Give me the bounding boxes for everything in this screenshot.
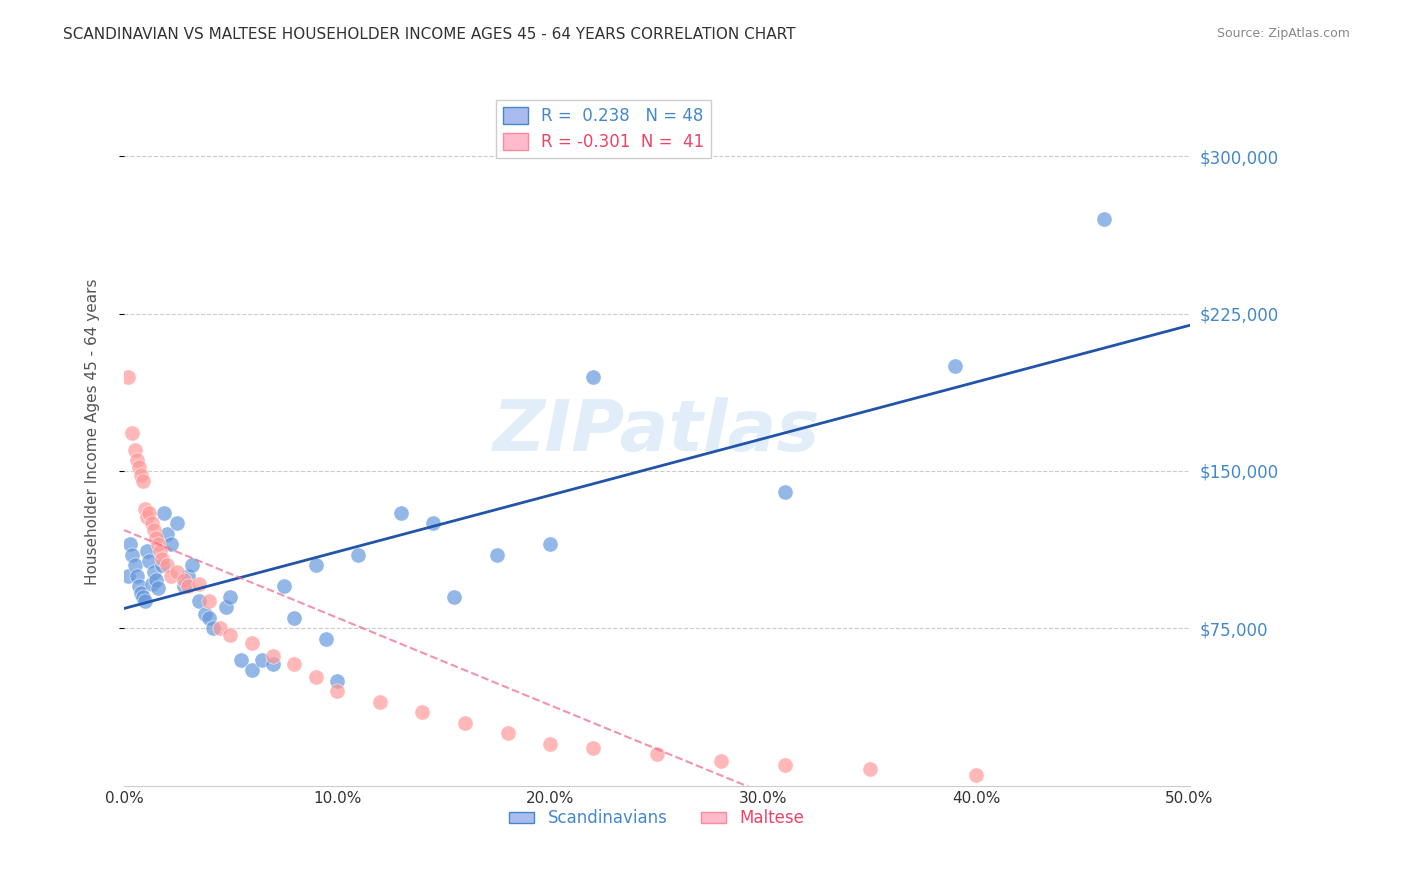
Scandinavians: [173, 579, 195, 593]
Scandinavians: [943, 359, 966, 373]
Scandinavians: [262, 657, 284, 671]
Text: Source: ZipAtlas.com: Source: ZipAtlas.com: [1216, 27, 1350, 40]
Maltese: [582, 741, 605, 756]
Legend: Scandinavians, Maltese: Scandinavians, Maltese: [503, 803, 811, 834]
Scandinavians: [273, 579, 295, 593]
Maltese: [411, 706, 433, 720]
Scandinavians: [145, 573, 167, 587]
Maltese: [496, 726, 519, 740]
Scandinavians: [315, 632, 337, 646]
Scandinavians: [128, 579, 150, 593]
Maltese: [208, 621, 231, 635]
Scandinavians: [146, 582, 169, 596]
Maltese: [187, 577, 209, 591]
Scandinavians: [194, 607, 217, 621]
Scandinavians: [240, 664, 263, 678]
Scandinavians: [305, 558, 328, 573]
Maltese: [859, 762, 882, 776]
Y-axis label: Householder Income Ages 45 - 64 years: Householder Income Ages 45 - 64 years: [86, 278, 100, 585]
Maltese: [219, 628, 242, 642]
Scandinavians: [166, 516, 188, 531]
Maltese: [124, 442, 146, 457]
Scandinavians: [202, 621, 225, 635]
Scandinavians: [121, 548, 143, 562]
Maltese: [142, 523, 165, 537]
Text: SCANDINAVIAN VS MALTESE HOUSEHOLDER INCOME AGES 45 - 64 YEARS CORRELATION CHART: SCANDINAVIAN VS MALTESE HOUSEHOLDER INCO…: [63, 27, 796, 42]
Maltese: [538, 737, 561, 751]
Scandinavians: [153, 506, 176, 520]
Maltese: [368, 695, 391, 709]
Scandinavians: [538, 537, 561, 551]
Scandinavians: [141, 577, 163, 591]
Maltese: [965, 768, 987, 782]
Maltese: [149, 543, 172, 558]
Scandinavians: [283, 611, 305, 625]
Text: ZIPatlas: ZIPatlas: [494, 397, 821, 467]
Scandinavians: [215, 600, 238, 615]
Scandinavians: [150, 558, 173, 573]
Scandinavians: [159, 537, 181, 551]
Scandinavians: [773, 485, 796, 500]
Maltese: [150, 552, 173, 566]
Scandinavians: [198, 611, 221, 625]
Maltese: [326, 684, 349, 698]
Scandinavians: [347, 548, 370, 562]
Maltese: [710, 754, 733, 768]
Scandinavians: [485, 548, 508, 562]
Maltese: [159, 569, 181, 583]
Scandinavians: [134, 594, 156, 608]
Scandinavians: [326, 673, 349, 688]
Scandinavians: [125, 569, 148, 583]
Scandinavians: [132, 590, 155, 604]
Maltese: [773, 757, 796, 772]
Scandinavians: [138, 554, 160, 568]
Maltese: [117, 369, 139, 384]
Maltese: [136, 510, 159, 524]
Scandinavians: [129, 585, 152, 599]
Maltese: [138, 506, 160, 520]
Scandinavians: [252, 653, 274, 667]
Scandinavians: [136, 543, 159, 558]
Maltese: [155, 558, 177, 573]
Scandinavians: [582, 369, 605, 384]
Maltese: [283, 657, 305, 671]
Scandinavians: [120, 537, 142, 551]
Maltese: [198, 594, 221, 608]
Scandinavians: [117, 569, 139, 583]
Scandinavians: [181, 558, 204, 573]
Scandinavians: [142, 565, 165, 579]
Maltese: [129, 468, 152, 483]
Scandinavians: [1092, 212, 1115, 227]
Maltese: [454, 715, 477, 730]
Maltese: [146, 537, 169, 551]
Maltese: [645, 747, 668, 762]
Maltese: [262, 648, 284, 663]
Maltese: [166, 565, 188, 579]
Maltese: [141, 516, 163, 531]
Scandinavians: [187, 594, 209, 608]
Scandinavians: [422, 516, 444, 531]
Scandinavians: [124, 558, 146, 573]
Maltese: [128, 459, 150, 474]
Maltese: [125, 453, 148, 467]
Scandinavians: [443, 590, 465, 604]
Maltese: [177, 579, 200, 593]
Scandinavians: [219, 590, 242, 604]
Maltese: [134, 501, 156, 516]
Maltese: [173, 573, 195, 587]
Maltese: [145, 531, 167, 545]
Maltese: [240, 636, 263, 650]
Maltese: [305, 670, 328, 684]
Maltese: [121, 426, 143, 441]
Scandinavians: [155, 527, 177, 541]
Scandinavians: [177, 569, 200, 583]
Maltese: [132, 475, 155, 489]
Scandinavians: [389, 506, 412, 520]
Scandinavians: [231, 653, 253, 667]
